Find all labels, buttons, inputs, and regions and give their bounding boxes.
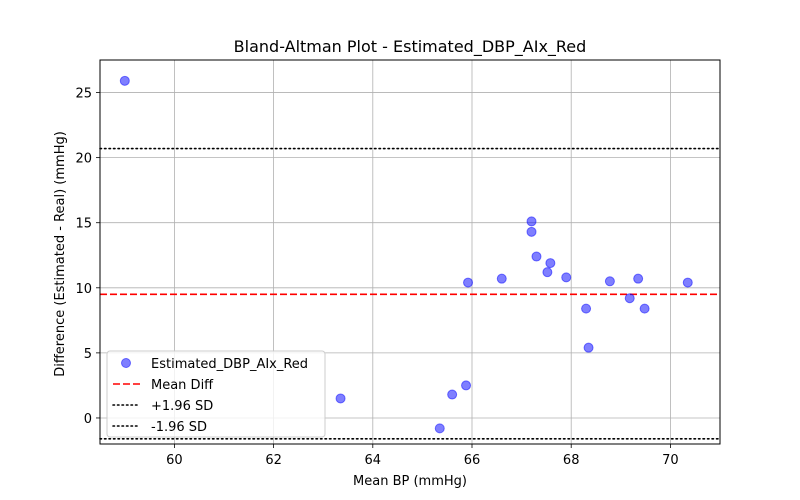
data-point [542, 267, 553, 278]
y-tick-label: 10 [75, 282, 92, 297]
y-tick-label: 25 [75, 87, 92, 102]
y-axis-label: Difference (Estimated - Real) (mmHg) [53, 131, 68, 377]
x-tick-label: 62 [265, 453, 282, 468]
data-point [447, 389, 458, 400]
chart-title: Bland-Altman Plot - Estimated_DBP_AIx_Re… [234, 37, 587, 57]
data-point [561, 272, 572, 283]
y-tick-label: 0 [84, 412, 92, 427]
data-point [526, 226, 537, 237]
data-point [583, 342, 594, 353]
data-point [119, 75, 130, 86]
legend-label: +1.96 SD [151, 399, 213, 414]
reference-lines [99, 147, 721, 440]
y-tick-label: 20 [75, 152, 92, 167]
plot-frame [99, 59, 721, 445]
data-point [531, 251, 542, 262]
x-axis-label: Mean BP (mmHg) [353, 474, 467, 489]
y-tick-label: 15 [75, 217, 92, 232]
x-tick-label: 70 [662, 453, 679, 468]
legend-box [106, 350, 326, 438]
data-point [545, 258, 556, 269]
legend: Estimated_DBP_AIx_Red Mean Diff +1.96 SD -1… [106, 350, 326, 438]
x-tick-label: 60 [166, 453, 183, 468]
x-tick-label: 64 [365, 453, 382, 468]
legend-label: -1.96 SD [151, 420, 207, 435]
data-point [633, 273, 644, 284]
data-point [639, 303, 650, 314]
x-tick-label: 68 [563, 453, 580, 468]
data-point [335, 393, 346, 404]
legend-label: Estimated_DBP_AIx_Red [151, 357, 308, 372]
x-tick-label: 66 [464, 453, 481, 468]
data-point [526, 216, 537, 227]
axis-ticks: 60 62 64 66 68 70 0 5 10 15 20 25 [75, 87, 678, 468]
y-tick-label: 5 [84, 347, 92, 362]
data-point [434, 423, 445, 434]
data-point [604, 276, 615, 287]
data-point [463, 277, 474, 288]
data-point [496, 273, 507, 284]
data-point [581, 303, 592, 314]
data-point [624, 293, 635, 304]
data-point [682, 277, 693, 288]
legend-marker [121, 358, 131, 368]
data-point [461, 380, 472, 391]
legend-label: Mean Diff [151, 378, 214, 393]
scatter-points [119, 75, 693, 434]
